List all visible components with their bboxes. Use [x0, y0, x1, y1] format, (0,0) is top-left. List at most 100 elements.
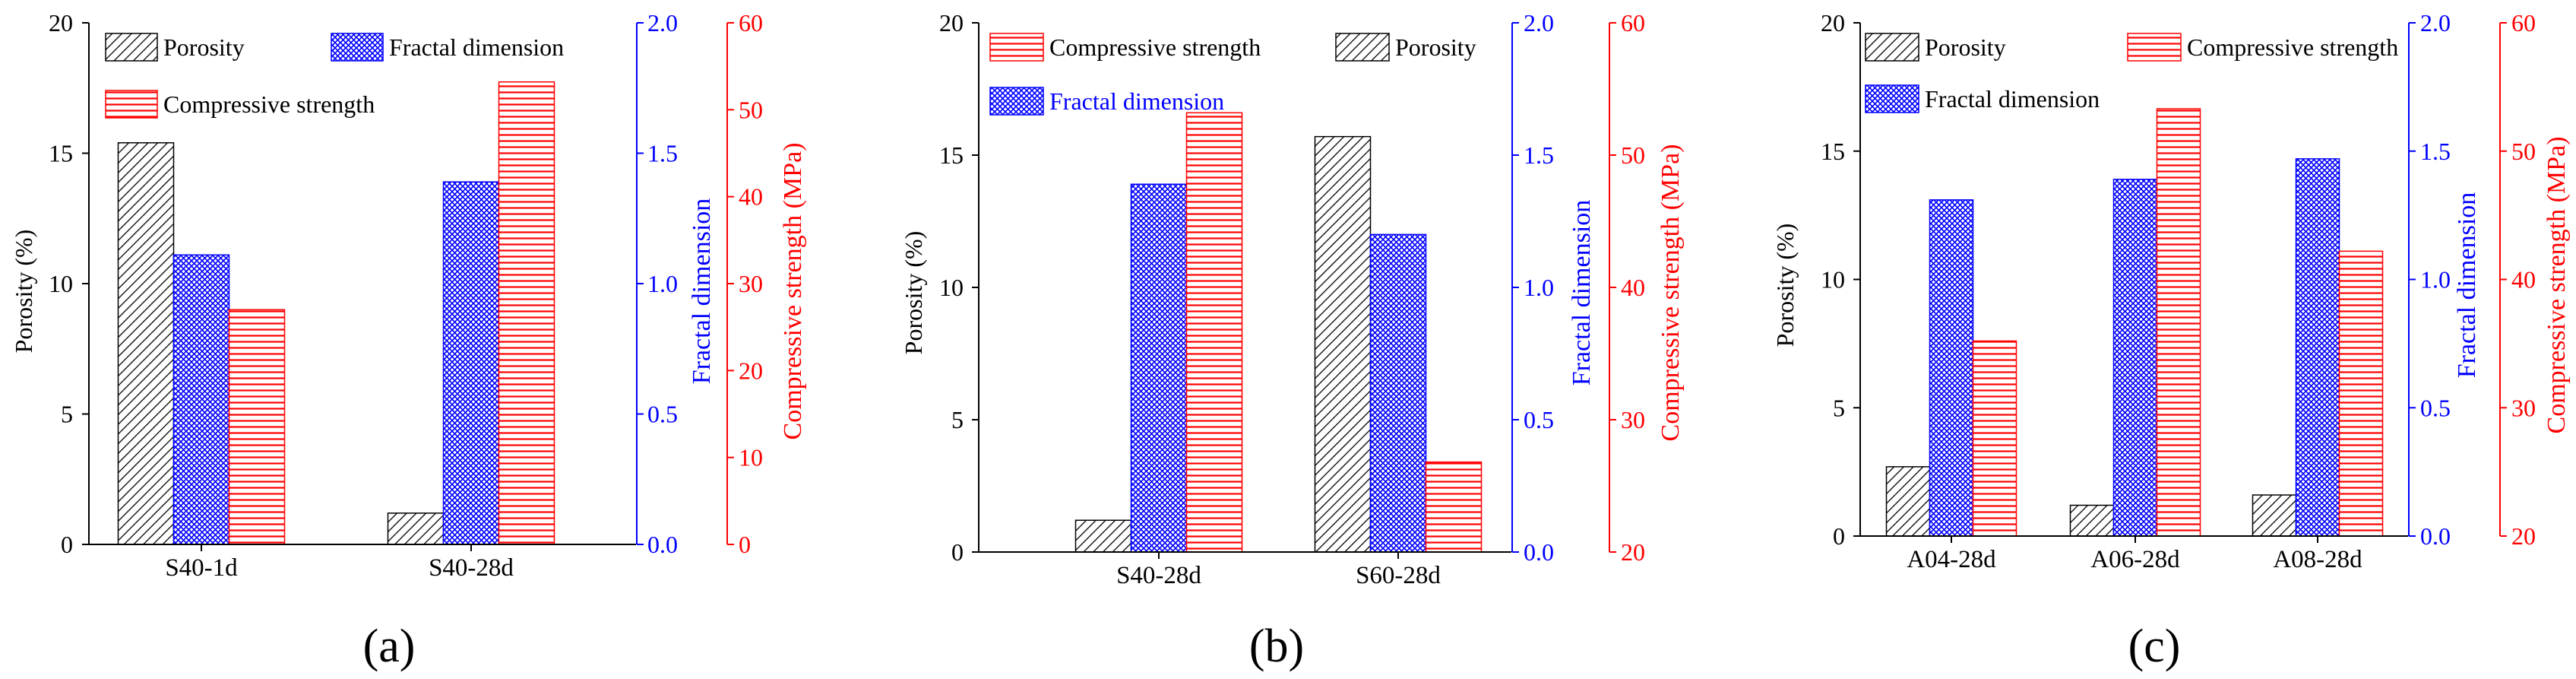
panel-label-a: (a)	[363, 620, 416, 672]
bar-porosity-c-3	[2252, 494, 2297, 537]
chart-panel-b: 0 5 10 15 20 0.0 0.5 1.0 1.5 2.0 20 30 40 50 60 S40-28d…	[900, 9, 1685, 672]
legend-c: Porosity Compressive strength Fractal dime…	[1865, 33, 2398, 113]
bar-porosity-c-1	[1885, 466, 1931, 537]
axis-title-mid-a: Fractal dimension	[688, 198, 716, 385]
tick-label-mid-b: 2.0	[1524, 9, 1554, 36]
legend-swatch-compressive-strength-c	[2127, 33, 2182, 62]
tick-label-right-c: 50	[2511, 138, 2536, 165]
chart-panel-a: 0 5 10 15 20 0.0 0.5 1.0 1.5 2.0 0 10 20 30 40 50 60 S40-…	[10, 9, 807, 672]
plot-area-a: 0 5 10 15 20 0.0 0.5 1.0 1.5 2.0 0 10 20 30 40 50 60 S40-…	[49, 9, 763, 582]
bar-compressive-strength-a-1	[228, 309, 286, 545]
tick-label-left-a: 0	[61, 531, 73, 558]
tick-label-right-a: 0	[739, 531, 751, 558]
tick-label-mid-a: 1.5	[647, 140, 678, 167]
tick-label-left-b: 0	[951, 538, 964, 566]
legend-label-fractal-dimension-b: Fractal dimension	[1049, 87, 1224, 115]
panel-label-b: (b)	[1249, 620, 1304, 672]
bar-compressive-strength-b-2	[1425, 461, 1483, 553]
category-label-b: S60-28d	[1356, 562, 1441, 589]
tick-label-right-a: 30	[739, 270, 763, 297]
category-label-c: A08-28d	[2273, 546, 2362, 573]
tick-label-left-a: 20	[49, 9, 73, 36]
bar-fractal-dimension-c-3	[2295, 158, 2340, 537]
tick-label-mid-c: 1.5	[2420, 138, 2451, 165]
legend-label-compressive-strength-c: Compressive strength	[2187, 33, 2398, 61]
legend-swatch-porosity-a	[105, 33, 158, 62]
axis-title-mid-b: Fractal dimension	[1568, 200, 1596, 386]
axis-title-right-a: Compressive strength (MPa)	[779, 143, 807, 440]
bar-porosity-a-1	[117, 142, 175, 545]
tick-label-left-c: 10	[1821, 266, 1845, 293]
bar-fractal-dimension-c-2	[2112, 179, 2158, 537]
bar-compressive-strength-c-3	[2338, 250, 2384, 537]
tick-label-right-b: 30	[1621, 406, 1645, 433]
bar-fractal-dimension-a-1	[172, 254, 230, 545]
legend-swatch-porosity-c	[1865, 33, 1919, 62]
tick-label-right-c: 60	[2511, 9, 2536, 36]
legend-a: Porosity Fractal dimension Compressive str…	[105, 33, 564, 119]
legend-swatch-fractal-dimension-c	[1865, 84, 1919, 113]
tick-label-mid-c: 0.0	[2420, 522, 2451, 550]
plot-area-c: 0 5 10 15 20 0.0 0.5 1.0 1.5 2.0 20 30 40 50 60 A04-28d…	[1821, 9, 2536, 573]
tick-label-left-b: 20	[939, 9, 964, 36]
axis-title-left-b: Porosity (%)	[900, 231, 927, 355]
bar-compressive-strength-c-2	[2156, 108, 2201, 537]
tick-label-mid-b: 1.0	[1524, 274, 1554, 301]
bar-compressive-strength-a-2	[498, 81, 555, 545]
tick-label-left-a: 10	[49, 270, 73, 297]
tick-label-right-c: 20	[2511, 522, 2536, 550]
tick-label-mid-b: 0.0	[1524, 538, 1554, 566]
axis-title-left-c: Porosity (%)	[1771, 224, 1799, 347]
tick-label-left-c: 0	[1833, 522, 1845, 550]
bar-fractal-dimension-c-1	[1929, 199, 1974, 537]
category-label-c: A04-28d	[1907, 546, 1996, 573]
tick-label-right-a: 10	[739, 444, 763, 471]
tick-label-right-b: 20	[1621, 538, 1645, 566]
bar-porosity-b-2	[1314, 135, 1372, 553]
category-label-a: S40-1d	[165, 554, 238, 582]
tick-label-right-a: 40	[739, 183, 763, 211]
tick-label-left-a: 15	[49, 140, 73, 167]
chart-panel-c: 0 5 10 15 20 0.0 0.5 1.0 1.5 2.0 20 30 40 50 60 A04-28d…	[1771, 9, 2571, 672]
bar-fractal-dimension-a-2	[442, 181, 500, 545]
tick-label-left-b: 15	[939, 141, 964, 169]
legend-swatch-compressive-strength-b	[989, 33, 1044, 62]
tick-label-right-b: 50	[1621, 141, 1645, 169]
tick-label-left-a: 5	[61, 401, 73, 428]
category-label-a: S40-28d	[429, 554, 514, 582]
tick-label-mid-c: 0.5	[2420, 394, 2451, 421]
tick-label-mid-a: 1.0	[647, 270, 678, 297]
bar-porosity-b-1	[1074, 519, 1132, 553]
bar-compressive-strength-c-1	[1972, 340, 2017, 537]
tick-label-right-b: 40	[1621, 274, 1645, 301]
legend-label-porosity-b: Porosity	[1395, 33, 1476, 61]
tick-label-right-b: 60	[1621, 9, 1645, 36]
category-label-b: S40-28d	[1116, 562, 1201, 589]
tick-label-mid-b: 1.5	[1524, 141, 1554, 169]
axis-title-right-b: Compressive strength (MPa)	[1657, 144, 1685, 442]
tick-label-mid-a: 0.5	[647, 401, 678, 428]
legend-label-fractal-dimension-a: Fractal dimension	[389, 33, 564, 61]
legend-b: Compressive strength Porosity Fractal dime…	[989, 33, 1476, 116]
tick-label-mid-a: 0.0	[647, 531, 678, 558]
tick-label-right-c: 30	[2511, 394, 2536, 421]
bar-fractal-dimension-b-1	[1130, 183, 1188, 553]
tick-label-right-a: 60	[739, 9, 763, 36]
bar-porosity-c-2	[2069, 504, 2115, 537]
bar-porosity-a-2	[387, 512, 445, 545]
legend-label-porosity-c: Porosity	[1925, 33, 2006, 61]
tick-label-right-a: 50	[739, 96, 763, 123]
panel-label-c: (c)	[2128, 620, 2181, 672]
tick-label-left-c: 20	[1821, 9, 1845, 36]
bar-compressive-strength-b-1	[1185, 112, 1243, 553]
category-label-c: A06-28d	[2090, 546, 2180, 573]
tick-label-right-c: 40	[2511, 266, 2536, 293]
legend-swatch-fractal-dimension-b	[989, 87, 1044, 116]
legend-label-compressive-strength-b: Compressive strength	[1049, 33, 1261, 61]
legend-label-fractal-dimension-c: Fractal dimension	[1925, 85, 2100, 113]
legend-label-compressive-strength-a: Compressive strength	[163, 90, 375, 118]
tick-label-right-a: 20	[739, 357, 763, 384]
bar-fractal-dimension-b-2	[1369, 233, 1427, 553]
plot-area-b: 0 5 10 15 20 0.0 0.5 1.0 1.5 2.0 20 30 40 50 60 S40-28d…	[939, 9, 1645, 589]
